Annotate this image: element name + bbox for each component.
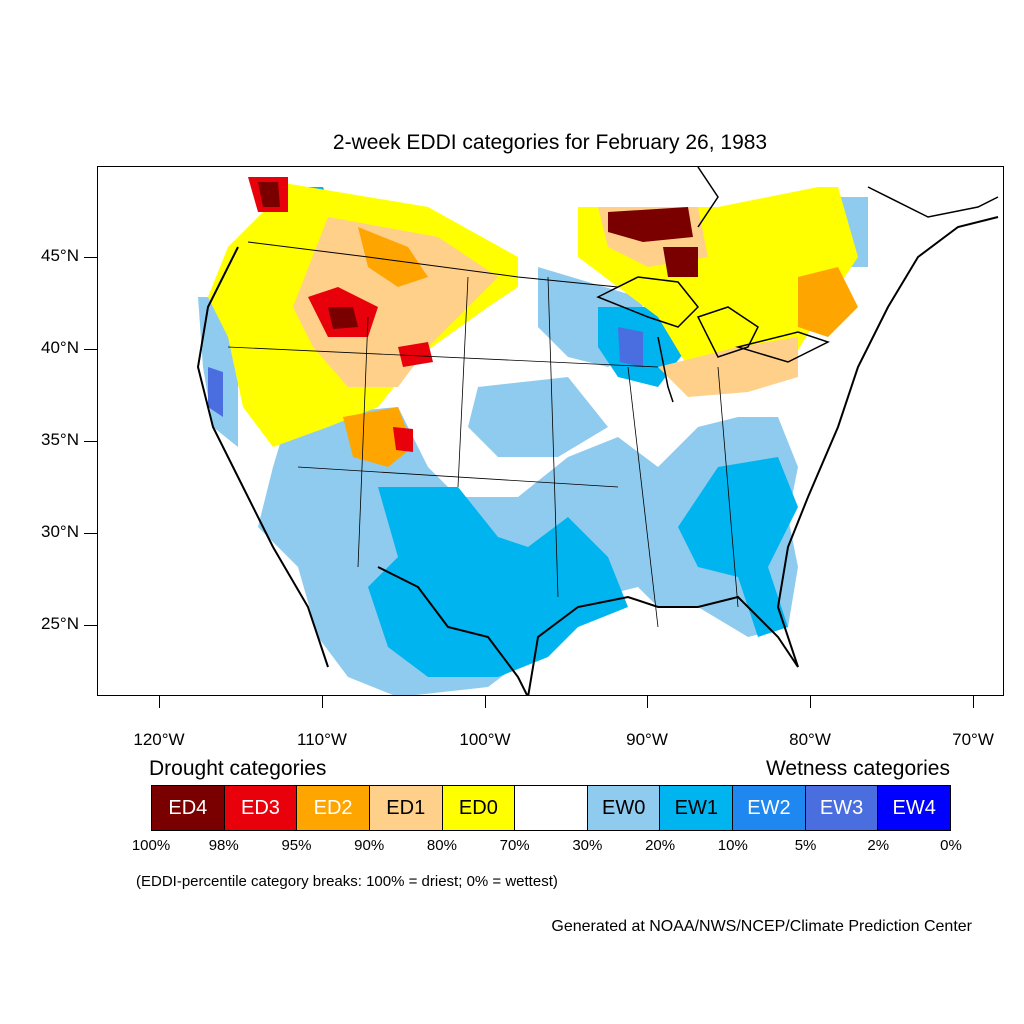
- lon-tick: [810, 696, 811, 708]
- category-note: (EDDI-percentile category breaks: 100% =…: [136, 873, 558, 890]
- lat-tick: [84, 257, 97, 258]
- lat-tick: [84, 533, 97, 534]
- lat-tick: [84, 625, 97, 626]
- percent-break-label: 98%: [208, 837, 239, 854]
- percent-break-label: 20%: [645, 837, 676, 854]
- wetness-heading: Wetness categories: [765, 757, 950, 780]
- lat-label: 40°N: [41, 338, 79, 357]
- boundary-lines: [196, 167, 999, 695]
- percent-break-label: 95%: [281, 837, 312, 854]
- percent-break-label: 80%: [426, 837, 457, 854]
- percent-break-label: 0%: [940, 837, 962, 854]
- lon-label: 120°W: [133, 730, 185, 749]
- legend-swatch: EW1: [660, 786, 734, 830]
- lat-label: 30°N: [41, 522, 79, 541]
- legend-swatch: ED0: [442, 786, 516, 830]
- lon-label: 90°W: [626, 730, 668, 749]
- map-canvas: [196, 167, 999, 695]
- percent-break-label: 70%: [499, 837, 530, 854]
- lon-tick: [647, 696, 648, 708]
- percent-break-label: 100%: [131, 837, 171, 854]
- percent-break-label: 10%: [717, 837, 748, 854]
- legend-swatch: ED4: [152, 786, 225, 830]
- legend-swatch: EW2: [733, 786, 806, 830]
- lon-label: 100°W: [459, 730, 511, 749]
- lat-label: 45°N: [41, 246, 79, 265]
- lon-tick: [973, 696, 974, 708]
- drought-regions: [208, 177, 858, 467]
- map-title: 2-week EDDI categories for February 26, …: [332, 131, 768, 154]
- legend-swatch: ED3: [224, 786, 298, 830]
- lon-label: 110°W: [297, 730, 347, 749]
- lon-tick: [159, 696, 160, 708]
- percent-break-label: 2%: [867, 837, 890, 854]
- legend-swatch: EW3: [805, 786, 879, 830]
- lon-label: 80°W: [789, 730, 831, 749]
- percent-break-label: 5%: [794, 837, 817, 854]
- eddi-map: [97, 166, 1004, 696]
- lat-label: 25°N: [41, 614, 79, 633]
- lon-tick: [322, 696, 323, 708]
- legend-swatch: EW0: [587, 786, 661, 830]
- legend-swatch: ED1: [369, 786, 443, 830]
- drought-heading: Drought categories: [149, 757, 327, 780]
- legend-swatch: EW4: [878, 786, 951, 830]
- legend-swatch: [515, 786, 588, 830]
- lat-label: 35°N: [41, 430, 79, 449]
- lat-tick: [84, 441, 97, 442]
- legend-swatch: ED2: [297, 786, 370, 830]
- category-legend: ED4 ED3 ED2 ED1 ED0 EW0 EW1 EW2 EW3 EW4: [151, 785, 951, 831]
- lon-label: 70°W: [952, 730, 994, 749]
- lat-tick: [84, 349, 97, 350]
- percent-break-label: 30%: [572, 837, 603, 854]
- lon-tick: [485, 696, 486, 708]
- percent-break-label: 90%: [354, 837, 385, 854]
- credit-line: Generated at NOAA/NWS/NCEP/Climate Predi…: [551, 918, 972, 935]
